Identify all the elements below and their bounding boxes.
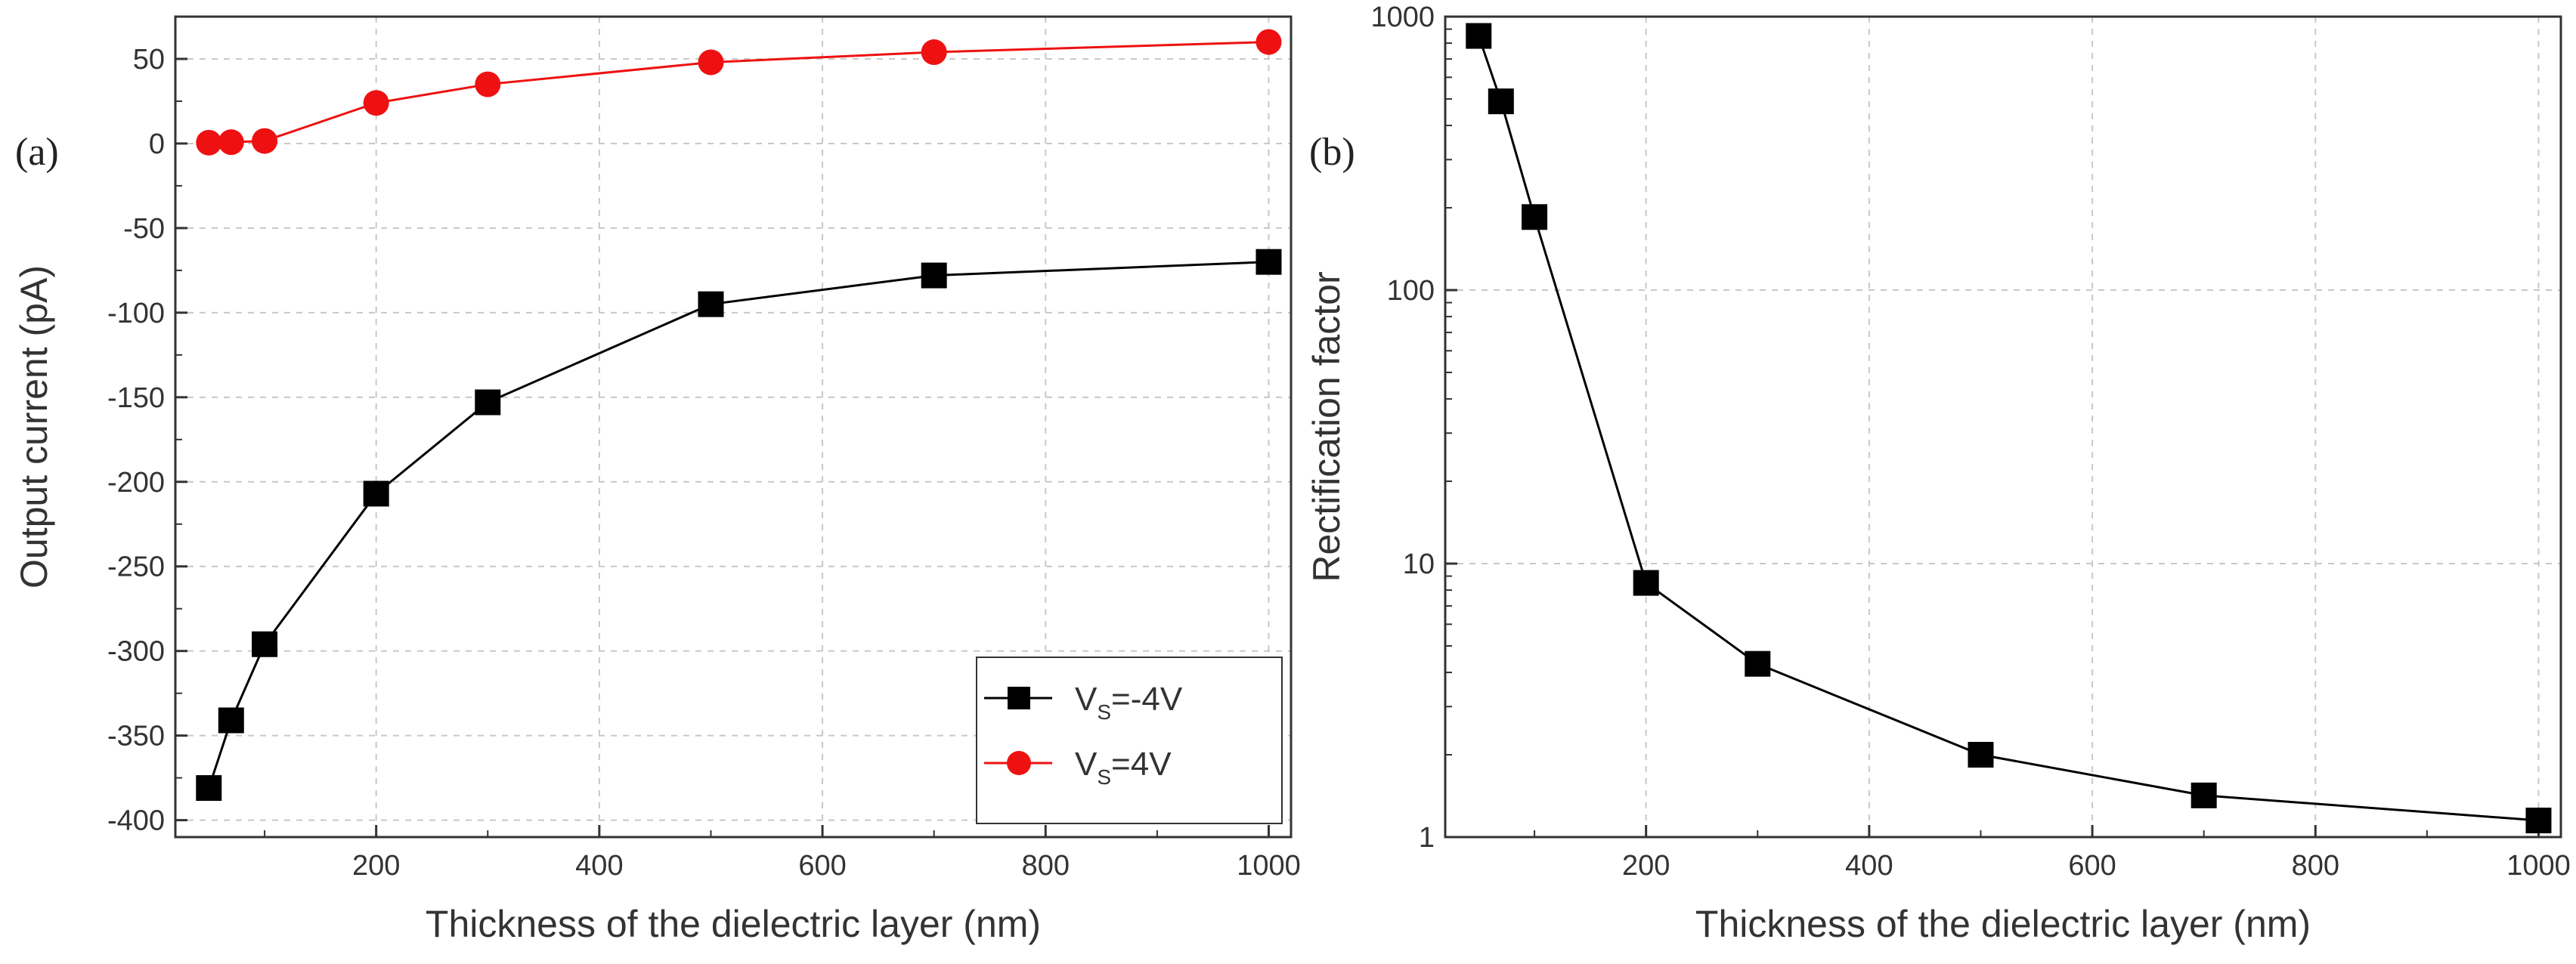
y-tick-label: 100 (1387, 275, 1435, 307)
y-tick-label: 10 (1403, 548, 1435, 580)
panel-label-a: (a) (15, 131, 59, 174)
x-axis-title-b: Thickness of the dielectric layer (nm) (1695, 903, 2311, 945)
legend-marker-square (1008, 687, 1030, 709)
legend-entry-vs-neg: VS=-4V (984, 681, 1183, 724)
x-tick-label: 400 (1845, 850, 1893, 882)
data-point (698, 291, 724, 317)
x-tick-label: 200 (352, 850, 400, 882)
y-tick-label: -300 (107, 636, 165, 668)
data-point (1968, 742, 1994, 768)
data-point (252, 631, 278, 657)
data-point (1745, 650, 1771, 677)
x-tick-label: 1000 (1237, 850, 1301, 882)
y-tick-label: -400 (107, 805, 165, 837)
data-point (2191, 782, 2217, 808)
legend-box (976, 657, 1283, 824)
series-a (196, 29, 1282, 802)
y-tick-label: 50 (133, 44, 165, 76)
data-point (218, 129, 244, 156)
y-tick-label: 0 (149, 128, 165, 160)
y-tick-label: 1 (1419, 822, 1435, 854)
data-point (196, 775, 222, 802)
series-line (1477, 36, 2539, 822)
panel-a: 200 400 600 800 1000 -400 -350 -300 -250 -200 -150… (13, 15, 1301, 945)
panel-b: 200 400 600 800 1000 1 10 100 1000 (b) Rectifica… (1305, 2, 2571, 945)
data-point (475, 71, 501, 97)
y-tick-label: -150 (107, 382, 165, 414)
series-b (1466, 23, 2552, 834)
grid-a (175, 17, 1291, 837)
y-tick-label: 1000 (1370, 2, 1435, 33)
x-tick-label: 1000 (2506, 850, 2571, 882)
legend-entry-vs-pos: VS=4V (984, 746, 1172, 789)
data-point (363, 480, 389, 507)
y-tick-label: -50 (123, 213, 165, 245)
grid-b (1445, 16, 2561, 838)
plot-frame-b (1444, 15, 2562, 839)
y-axis-title-b: Rectification factor (1305, 271, 1348, 582)
x-tick-label: 600 (2068, 850, 2116, 882)
x-tick-label: 800 (2292, 850, 2339, 882)
x-tick-label: 200 (1622, 850, 1670, 882)
data-point (196, 129, 222, 156)
y-tick-label: -200 (107, 467, 165, 499)
series-line (209, 41, 1269, 144)
x-tick-label: 600 (798, 850, 846, 882)
panel-label-b: (b) (1309, 131, 1355, 174)
x-tick-label: 800 (1022, 850, 1070, 882)
data-point (363, 90, 389, 116)
data-point (252, 128, 278, 154)
data-point (921, 39, 947, 66)
plot-frame-a (174, 15, 1293, 839)
data-point (1255, 249, 1282, 275)
data-point (1255, 29, 1282, 55)
y-axis-title-a: Output current (pA) (13, 265, 55, 589)
data-point (218, 707, 244, 734)
data-point (921, 262, 947, 289)
data-point (475, 389, 501, 416)
legend-label-vs-pos: VS=4V (1075, 746, 1172, 789)
x-axis-title-a: Thickness of the dielectric layer (nm) (426, 903, 1041, 945)
data-point (1488, 88, 1514, 115)
legend-a: VS=-4V VS=4V (976, 657, 1283, 824)
data-point (1466, 23, 1492, 49)
data-point (1522, 204, 1548, 230)
x-tick-label: 400 (575, 850, 623, 882)
data-point (2525, 808, 2552, 834)
data-point (698, 49, 724, 76)
ticks-b: 200 400 600 800 1000 1 10 100 1000 (1370, 2, 2570, 882)
legend-label-vs-neg: VS=-4V (1075, 681, 1183, 724)
y-tick-label: -250 (107, 552, 165, 583)
y-tick-label: -350 (107, 721, 165, 752)
legend-marker-circle (1007, 751, 1031, 775)
data-point (1633, 570, 1659, 596)
y-tick-label: -100 (107, 298, 165, 329)
ticks-a: 200 400 600 800 1000 -400 -350 -300 -250 -200 -150… (107, 16, 1301, 882)
